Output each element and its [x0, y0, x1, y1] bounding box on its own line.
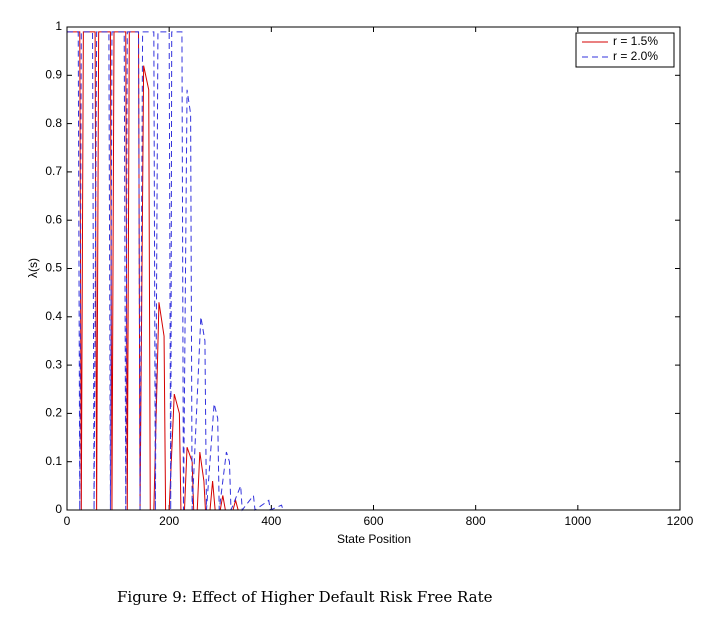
y-tick-label: 0.3 [45, 357, 62, 371]
y-tick-label: 0.1 [45, 454, 62, 468]
y-tick-label: 0.6 [45, 212, 62, 226]
plot-frame [66, 26, 681, 511]
y-tick-label: 0.8 [45, 116, 62, 130]
y-axis-label: λ(s) [26, 258, 40, 278]
legend-label: r = 2.0% [613, 49, 658, 63]
x-tick-label: 800 [466, 514, 486, 528]
y-tick-label: 0.2 [45, 406, 62, 420]
x-tick-label: 1000 [564, 514, 591, 528]
x-tick-label: 200 [159, 514, 179, 528]
x-tick-label: 400 [261, 514, 281, 528]
y-tick-label: 1 [55, 19, 62, 33]
y-tick-label: 0.7 [45, 164, 62, 178]
caption: Figure 9: Effect of Higher Default Risk … [117, 588, 493, 606]
x-tick-label: 0 [64, 514, 71, 528]
legend-label: r = 1.5% [613, 34, 658, 48]
x-axis-label: State Position [337, 532, 411, 546]
y-tick-label: 0.9 [45, 67, 62, 81]
legend-box [575, 32, 675, 68]
y-tick-label: 0.4 [45, 309, 62, 323]
x-tick-label: 1200 [667, 514, 694, 528]
x-tick-label: 600 [363, 514, 383, 528]
data-line [67, 31, 680, 512]
y-tick-label: 0.5 [45, 261, 62, 275]
y-tick-label: 0 [55, 502, 62, 516]
